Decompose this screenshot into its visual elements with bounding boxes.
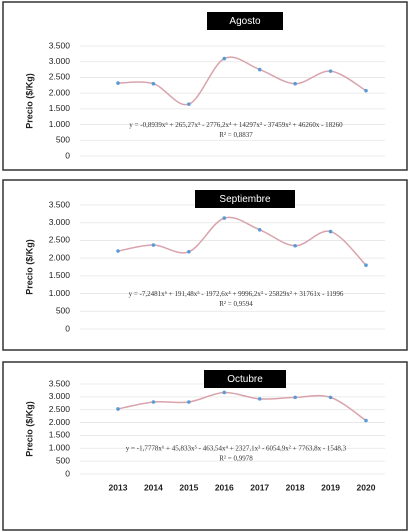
y-tick-label: 0: [65, 323, 70, 333]
point: [222, 390, 227, 395]
point: [364, 418, 368, 423]
point: [293, 243, 297, 248]
y-tick-label: 500: [56, 306, 70, 316]
point: [187, 102, 191, 106]
point: [293, 395, 297, 400]
y-tick-label: 1.000: [49, 288, 71, 298]
y-axis-title: Precio ($/Kg): [24, 239, 34, 295]
y-tick-label: 1.500: [49, 103, 71, 113]
point: [257, 67, 262, 72]
point: [257, 228, 262, 232]
panel: [2, 179, 408, 351]
x-tick-label: 2020: [357, 482, 376, 492]
x-tick-label: 2013: [109, 482, 128, 492]
x-tick-label: 2015: [179, 482, 198, 492]
title-box: [195, 190, 295, 208]
y-tick-label: 3.500: [49, 199, 71, 209]
x-tick-label: 2017: [250, 482, 269, 492]
y-tick-label: 1.500: [49, 430, 71, 440]
y-tick-label: 2.500: [49, 235, 71, 245]
y-tick-label: 500: [56, 455, 70, 465]
y-tick-label: 3.000: [49, 56, 71, 66]
trend-line: [117, 391, 367, 422]
annotation: y = -1,7778x⁶ + 45,833x⁵ - 463,54x⁴ + 23…: [126, 444, 347, 452]
annotation: y = -7,2481x⁶ + 191,48x⁵ - 1972,6x⁴ + 99…: [129, 290, 344, 298]
chart-title: Octubre: [227, 374, 263, 385]
y-axis-title: Precio ($/Kg): [24, 73, 34, 129]
point: [187, 400, 191, 404]
y-tick-label: 500: [56, 135, 70, 145]
annotation: R² = 0,9594: [219, 300, 253, 308]
y-tick-label: 2.000: [49, 417, 71, 427]
y-tick-label: 2.500: [49, 72, 71, 82]
y-tick-label: 3.000: [49, 391, 71, 401]
point: [116, 407, 120, 411]
point: [328, 229, 333, 234]
point: [364, 88, 368, 93]
chart-title: Septiembre: [219, 194, 271, 205]
chart-title: Agosto: [229, 16, 261, 27]
point: [151, 81, 156, 86]
point: [187, 249, 191, 254]
point: [151, 400, 156, 404]
y-tick-label: 3.000: [49, 217, 71, 227]
y-tick-label: 3.500: [49, 40, 71, 50]
point: [257, 397, 262, 401]
y-tick-label: 1.000: [49, 119, 71, 129]
point: [328, 395, 333, 400]
point: [293, 81, 297, 86]
y-tick-label: 0: [65, 150, 70, 160]
point: [116, 249, 120, 253]
y-tick-label: 3.500: [49, 378, 71, 388]
y-tick-label: 1.000: [49, 443, 71, 453]
point: [222, 56, 227, 61]
point: [116, 81, 120, 85]
trend-line: [117, 216, 367, 266]
y-tick-label: 2.000: [49, 87, 71, 97]
y-axis-title: Precio ($/Kg): [24, 401, 34, 457]
annotation: y = -0,8939x⁶ + 265,27x⁵ - 2776,2x⁴ + 14…: [129, 121, 343, 129]
title-box: [207, 12, 283, 30]
point: [222, 216, 227, 220]
x-tick-label: 2019: [321, 482, 340, 492]
title-box: [204, 370, 286, 388]
annotation: R² = 0,9978: [219, 454, 253, 462]
y-tick-label: 0: [65, 468, 70, 478]
point: [151, 243, 156, 247]
y-tick-label: 2.500: [49, 404, 71, 414]
annotation: R² = 0,8837: [219, 131, 253, 139]
x-tick-label: 2014: [144, 482, 163, 492]
y-tick-label: 1.500: [49, 270, 71, 280]
y-tick-label: 2.000: [49, 252, 71, 262]
point: [364, 263, 368, 268]
panel: [2, 361, 408, 531]
point: [328, 69, 333, 73]
trend-line: [117, 56, 367, 106]
x-tick-label: 2016: [215, 482, 234, 492]
x-tick-label: 2018: [286, 482, 305, 492]
